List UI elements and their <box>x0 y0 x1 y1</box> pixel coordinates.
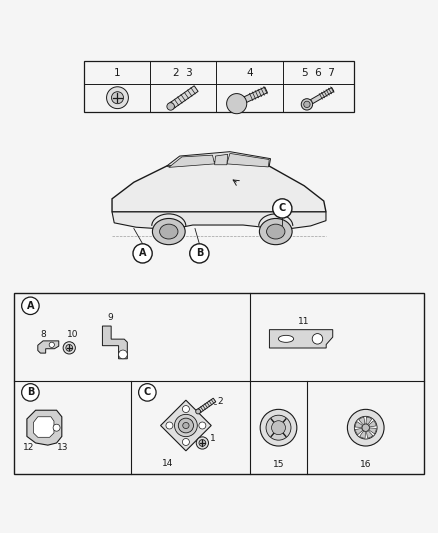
Circle shape <box>182 439 189 446</box>
Text: 9: 9 <box>108 313 113 322</box>
Circle shape <box>272 421 286 434</box>
Circle shape <box>199 440 206 446</box>
Polygon shape <box>168 86 198 110</box>
Circle shape <box>347 409 384 446</box>
Circle shape <box>266 415 291 440</box>
Polygon shape <box>227 154 269 167</box>
Ellipse shape <box>259 219 292 245</box>
Circle shape <box>182 406 189 413</box>
Bar <box>14 293 424 474</box>
Polygon shape <box>360 431 365 438</box>
Ellipse shape <box>279 335 293 342</box>
Polygon shape <box>369 421 376 427</box>
Polygon shape <box>166 152 271 166</box>
Text: 1: 1 <box>114 68 121 78</box>
Circle shape <box>167 103 174 110</box>
Polygon shape <box>269 330 333 348</box>
Text: 5  6  7: 5 6 7 <box>302 68 335 78</box>
Ellipse shape <box>152 219 185 245</box>
Polygon shape <box>215 154 228 165</box>
Text: 16: 16 <box>360 461 371 470</box>
Circle shape <box>133 244 152 263</box>
Circle shape <box>196 437 208 449</box>
Polygon shape <box>197 398 216 414</box>
Polygon shape <box>112 160 326 212</box>
Polygon shape <box>38 341 59 353</box>
Circle shape <box>226 94 247 114</box>
Circle shape <box>21 384 39 401</box>
Circle shape <box>106 87 128 109</box>
Circle shape <box>199 422 206 429</box>
Text: 2: 2 <box>218 397 223 406</box>
Ellipse shape <box>174 414 197 437</box>
Polygon shape <box>27 410 62 445</box>
Text: 4: 4 <box>246 68 253 78</box>
Circle shape <box>362 424 369 431</box>
Circle shape <box>63 342 75 354</box>
Circle shape <box>304 101 310 108</box>
Text: B: B <box>27 387 34 398</box>
Circle shape <box>112 92 124 104</box>
Ellipse shape <box>159 224 178 239</box>
Polygon shape <box>169 155 215 167</box>
Text: 1: 1 <box>210 434 216 443</box>
Text: 8: 8 <box>40 329 46 338</box>
Circle shape <box>119 350 127 359</box>
Text: B: B <box>196 248 203 259</box>
Text: 11: 11 <box>298 317 309 326</box>
Polygon shape <box>242 87 268 103</box>
Polygon shape <box>102 326 127 359</box>
Circle shape <box>312 334 323 344</box>
Polygon shape <box>161 400 211 451</box>
Text: A: A <box>139 248 146 259</box>
Text: A: A <box>27 301 34 311</box>
Text: 12: 12 <box>23 443 35 453</box>
Text: 13: 13 <box>57 443 68 453</box>
Circle shape <box>260 409 297 446</box>
Polygon shape <box>112 212 326 229</box>
Text: 15: 15 <box>273 461 284 470</box>
Text: 2  3: 2 3 <box>173 68 193 78</box>
Polygon shape <box>355 422 362 427</box>
Circle shape <box>166 422 173 429</box>
Circle shape <box>53 424 60 431</box>
Polygon shape <box>359 417 365 425</box>
Bar <box>84 61 354 111</box>
Circle shape <box>301 99 313 110</box>
Circle shape <box>273 199 292 218</box>
Text: 10: 10 <box>67 329 78 338</box>
Circle shape <box>66 344 73 351</box>
Polygon shape <box>33 417 54 437</box>
Circle shape <box>21 297 39 314</box>
Circle shape <box>196 409 201 414</box>
Circle shape <box>49 342 54 348</box>
Circle shape <box>354 416 377 439</box>
Polygon shape <box>369 428 376 434</box>
Polygon shape <box>310 87 334 104</box>
Polygon shape <box>367 431 373 438</box>
Text: C: C <box>279 204 286 213</box>
Text: C: C <box>144 387 151 398</box>
Ellipse shape <box>178 418 194 433</box>
Text: 14: 14 <box>162 459 173 468</box>
Circle shape <box>138 384 156 401</box>
Circle shape <box>190 244 209 263</box>
Ellipse shape <box>267 224 285 239</box>
Ellipse shape <box>183 423 189 429</box>
Polygon shape <box>355 429 363 435</box>
Polygon shape <box>366 417 372 424</box>
